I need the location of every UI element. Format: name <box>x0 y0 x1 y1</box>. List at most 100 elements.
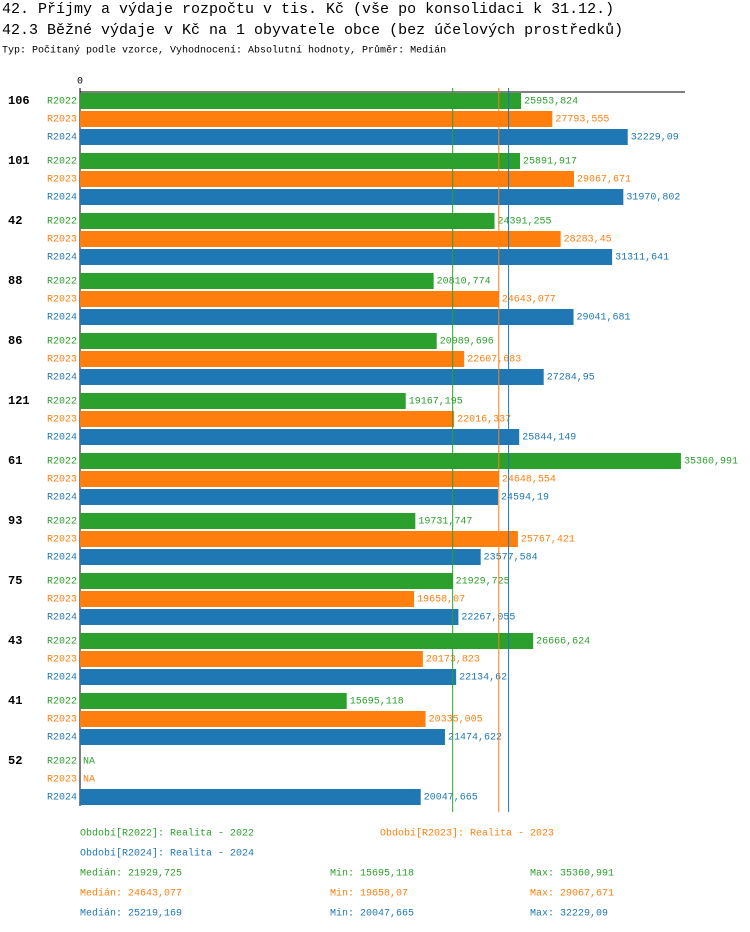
series-label: R2023 <box>47 715 77 726</box>
value-label: 25767,421 <box>521 535 575 546</box>
bar <box>80 453 681 469</box>
value-label: 21929,725 <box>456 577 510 588</box>
value-label: 23577,584 <box>484 553 538 564</box>
series-label: R2023 <box>47 655 77 666</box>
series-label: R2024 <box>47 613 77 624</box>
value-label: 25891,917 <box>523 157 577 168</box>
series-label: R2024 <box>47 553 77 564</box>
value-label: 20335,005 <box>429 715 483 726</box>
series-label: R2023 <box>47 175 77 186</box>
series-label: R2022 <box>47 97 77 108</box>
chart-note: Typ: Počítaný podle vzorce, Vyhodnocení:… <box>2 44 446 57</box>
bar <box>80 93 522 109</box>
value-label: 24643,077 <box>502 295 556 306</box>
series-label: R2023 <box>47 475 77 486</box>
legend-entry: Období[R2024]: Realita - 2024 <box>80 848 254 860</box>
series-label: R2023 <box>47 415 77 426</box>
value-label: 19731,747 <box>418 517 472 528</box>
bar <box>80 333 437 349</box>
series-label: R2022 <box>47 457 77 468</box>
stat-median: Medián: 21929,725 <box>80 868 182 880</box>
series-label: R2024 <box>47 313 77 324</box>
series-label: R2024 <box>47 793 77 804</box>
series-label: R2023 <box>47 355 77 366</box>
stat-max: Max: 32229,09 <box>530 909 608 920</box>
category-label: 61 <box>8 454 22 468</box>
legend-entry: Období[R2022]: Realita - 2022 <box>80 828 254 840</box>
value-label: NA <box>83 775 95 786</box>
x-tick-label: 0 <box>77 77 83 88</box>
stat-median: Medián: 25219,169 <box>80 908 182 920</box>
bar <box>80 213 495 229</box>
bar <box>80 273 434 289</box>
stat-min: Min: 20047,665 <box>330 908 414 920</box>
series-label: R2024 <box>47 193 77 204</box>
series-label: R2024 <box>47 673 77 684</box>
value-label: 22267,055 <box>461 613 515 624</box>
series-label: R2024 <box>47 493 77 504</box>
bar <box>80 489 498 505</box>
value-label: 19167,195 <box>409 397 463 408</box>
legend-entry: Období[R2023]: Realita - 2023 <box>380 828 554 840</box>
stat-median: Medián: 24643,077 <box>80 888 182 900</box>
bar <box>80 669 457 685</box>
category-label: 88 <box>8 274 22 288</box>
bar <box>80 129 628 145</box>
series-label: R2023 <box>47 295 77 306</box>
value-label: 29041,681 <box>577 313 631 324</box>
series-label: R2022 <box>47 697 77 708</box>
category-label: 52 <box>8 754 22 768</box>
stat-min: Min: 15695,118 <box>330 868 414 880</box>
bar <box>80 429 520 445</box>
series-label: R2022 <box>47 517 77 528</box>
bar <box>80 291 499 307</box>
stat-max: Max: 35360,991 <box>530 869 614 880</box>
value-label: 27284,95 <box>547 373 595 384</box>
value-label: 15695,118 <box>350 697 404 708</box>
series-label: R2022 <box>47 577 77 588</box>
bar <box>80 351 465 367</box>
value-label: 26666,624 <box>536 637 590 648</box>
series-label: R2022 <box>47 217 77 228</box>
value-label: 24391,255 <box>498 217 552 228</box>
chart-title: 42. Příjmy a výdaje rozpočtu v tis. Kč (… <box>2 1 614 18</box>
series-label: R2024 <box>47 373 77 384</box>
bar <box>80 789 421 805</box>
bar <box>80 729 445 745</box>
series-label: R2023 <box>47 235 77 246</box>
bar <box>80 231 561 247</box>
bar <box>80 549 481 565</box>
value-label: 29067,671 <box>577 175 631 186</box>
value-label: 31970,802 <box>626 193 680 204</box>
value-label: NA <box>83 757 95 768</box>
bar <box>80 651 423 667</box>
bar <box>80 633 534 649</box>
value-label: 32229,09 <box>631 133 679 144</box>
value-label: 22134,62 <box>459 673 507 684</box>
bar <box>80 309 574 325</box>
value-label: 24648,554 <box>502 475 556 486</box>
bar <box>80 513 416 529</box>
value-label: 20047,665 <box>424 793 478 804</box>
bar <box>80 189 624 205</box>
stat-min: Min: 19658,07 <box>330 888 408 900</box>
value-label: 22607,683 <box>467 355 521 366</box>
value-label: 25953,824 <box>524 97 578 108</box>
bar <box>80 471 499 487</box>
category-label: 93 <box>8 514 22 528</box>
bar <box>80 531 518 547</box>
series-label: R2023 <box>47 115 77 126</box>
value-label: 27793,555 <box>555 115 609 126</box>
bar <box>80 411 455 427</box>
bar <box>80 591 415 607</box>
stat-max: Max: 29067,671 <box>530 889 614 900</box>
bar <box>80 711 426 727</box>
category-label: 43 <box>8 634 22 648</box>
category-label: 121 <box>8 394 30 408</box>
bar <box>80 171 574 187</box>
bar <box>80 249 613 265</box>
bar <box>80 573 453 589</box>
value-label: 24594,19 <box>501 493 549 504</box>
series-label: R2022 <box>47 637 77 648</box>
